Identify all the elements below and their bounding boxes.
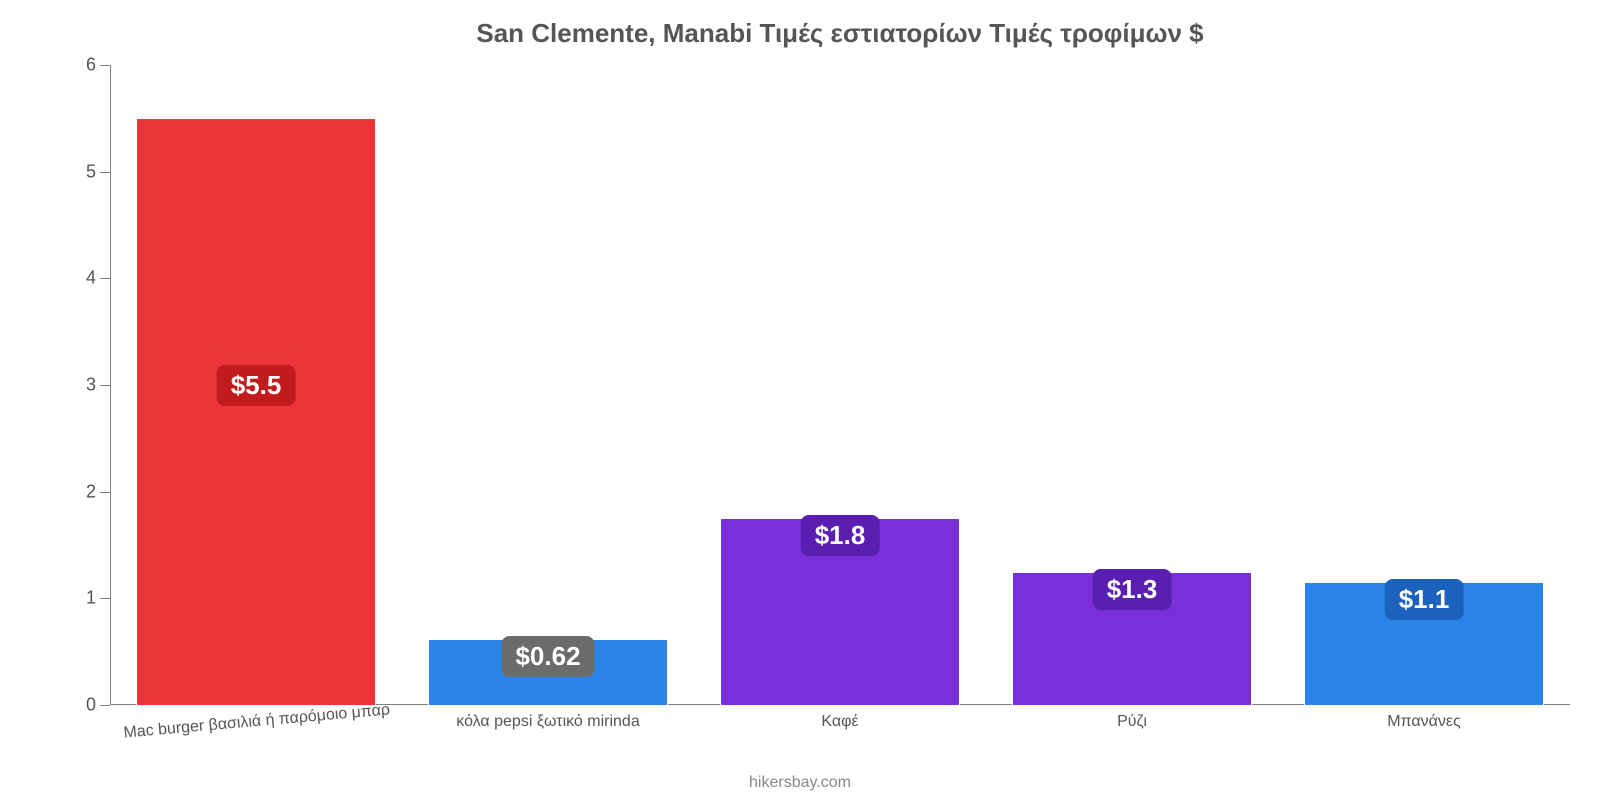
bar-value-label: $0.62 [501,636,594,677]
y-tick-label: 1 [86,588,110,609]
y-tick-label: 5 [86,161,110,182]
bar: $1.1 [1304,582,1543,705]
bar-slot: $0.62 [402,65,694,705]
y-tick-label: 3 [86,375,110,396]
bar-slot: $1.1 [1278,65,1570,705]
bar: $5.5 [136,118,375,705]
bar-slot: $5.5 [110,65,402,705]
x-axis-label: Mac burger βασιλιά ή παρόμοιο μπαρ [123,701,391,742]
bar-value-label: $1.3 [1093,569,1172,610]
bar-value-label: $1.1 [1385,579,1464,620]
x-axis-label: Ρύζι [1117,713,1147,731]
watermark: hikersbay.com [0,774,1600,792]
bars-group: $5.5 $0.62 $1.8 $1.3 $1.1 [110,65,1570,705]
x-axis-label: Μπανάνες [1387,713,1460,731]
y-tick-label: 4 [86,268,110,289]
y-tick-label: 0 [86,695,110,716]
y-tick-label: 6 [86,55,110,76]
bar-value-label: $5.5 [217,365,296,406]
bar-slot: $1.8 [694,65,986,705]
chart-container: San Clemente, Manabi Τιμές εστιατορίων Τ… [0,0,1600,800]
x-axis-label: κόλα pepsi ξωτικό mirinda [456,713,639,731]
x-labels-group: Mac burger βασιλιά ή παρόμοιο μπαρκόλα p… [110,705,1570,745]
bar: $0.62 [428,639,667,705]
bar-value-label: $1.8 [801,515,880,556]
x-axis-label: Καφέ [821,713,858,731]
y-tick-label: 2 [86,481,110,502]
bar: $1.3 [1012,572,1251,705]
bar: $1.8 [720,518,959,705]
chart-title: San Clemente, Manabi Τιμές εστιατορίων Τ… [110,10,1570,65]
bar-slot: $1.3 [986,65,1278,705]
plot-area: $5.5$0.62$1.8$1.3$1.1 0123456 [110,65,1570,705]
